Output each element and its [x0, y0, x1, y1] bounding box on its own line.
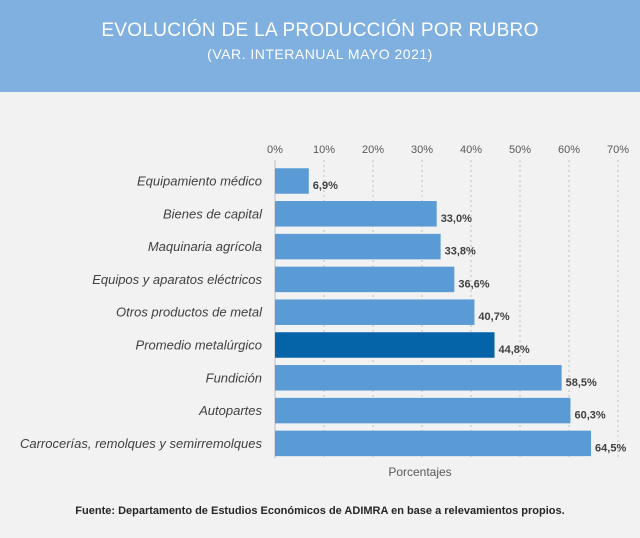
data-label: 40,7% [478, 311, 509, 323]
x-tick-label: 50% [509, 144, 531, 156]
bar [275, 332, 495, 358]
x-tick-label: 40% [460, 144, 482, 156]
bar [275, 266, 455, 293]
data-label: 64,5% [595, 442, 626, 454]
bar [275, 430, 592, 457]
x-tick-label: 60% [558, 144, 580, 156]
data-label: 33,0% [441, 213, 472, 225]
x-tick-label: 10% [313, 144, 335, 156]
category-label: Equipos y aparatos eléctricos [92, 272, 262, 287]
bar [275, 365, 562, 391]
category-label: Promedio metalúrgico [136, 338, 262, 353]
data-label: 33,8% [445, 246, 476, 258]
category-label: Autopartes [198, 403, 262, 418]
source-note: Fuente: Departamento de Estudios Económi… [75, 505, 565, 517]
data-label: 44,8% [499, 344, 530, 356]
category-label: Otros productos de metal [116, 305, 263, 320]
x-tick-label: 30% [411, 144, 433, 156]
x-tick-label: 0% [267, 144, 283, 156]
data-label: 58,5% [566, 377, 597, 389]
bar [275, 299, 475, 325]
bar [275, 233, 441, 260]
category-label: Bienes de capital [163, 206, 263, 221]
bar [275, 397, 571, 424]
category-label: Fundición [206, 370, 262, 385]
data-label: 36,6% [458, 278, 489, 290]
x-tick-label: 70% [607, 144, 629, 156]
x-axis-title: Porcentajes [388, 465, 451, 479]
category-label: Equipamiento médico [137, 174, 262, 189]
chart-title: EVOLUCIÓN DE LA PRODUCCIÓN POR RUBRO [101, 20, 539, 41]
chart-subtitle: (VAR. INTERANUAL MAYO 2021) [207, 46, 433, 62]
bar [275, 168, 309, 194]
title-banner: EVOLUCIÓN DE LA PRODUCCIÓN POR RUBRO (VA… [0, 0, 640, 92]
category-label: Maquinaria agrícola [148, 239, 262, 254]
data-label: 6,9% [313, 180, 338, 192]
bar [275, 201, 437, 227]
data-label: 60,3% [574, 410, 605, 422]
x-tick-label: 20% [362, 144, 384, 156]
category-label: Carrocerías, remolques y semirremolques [20, 436, 263, 451]
